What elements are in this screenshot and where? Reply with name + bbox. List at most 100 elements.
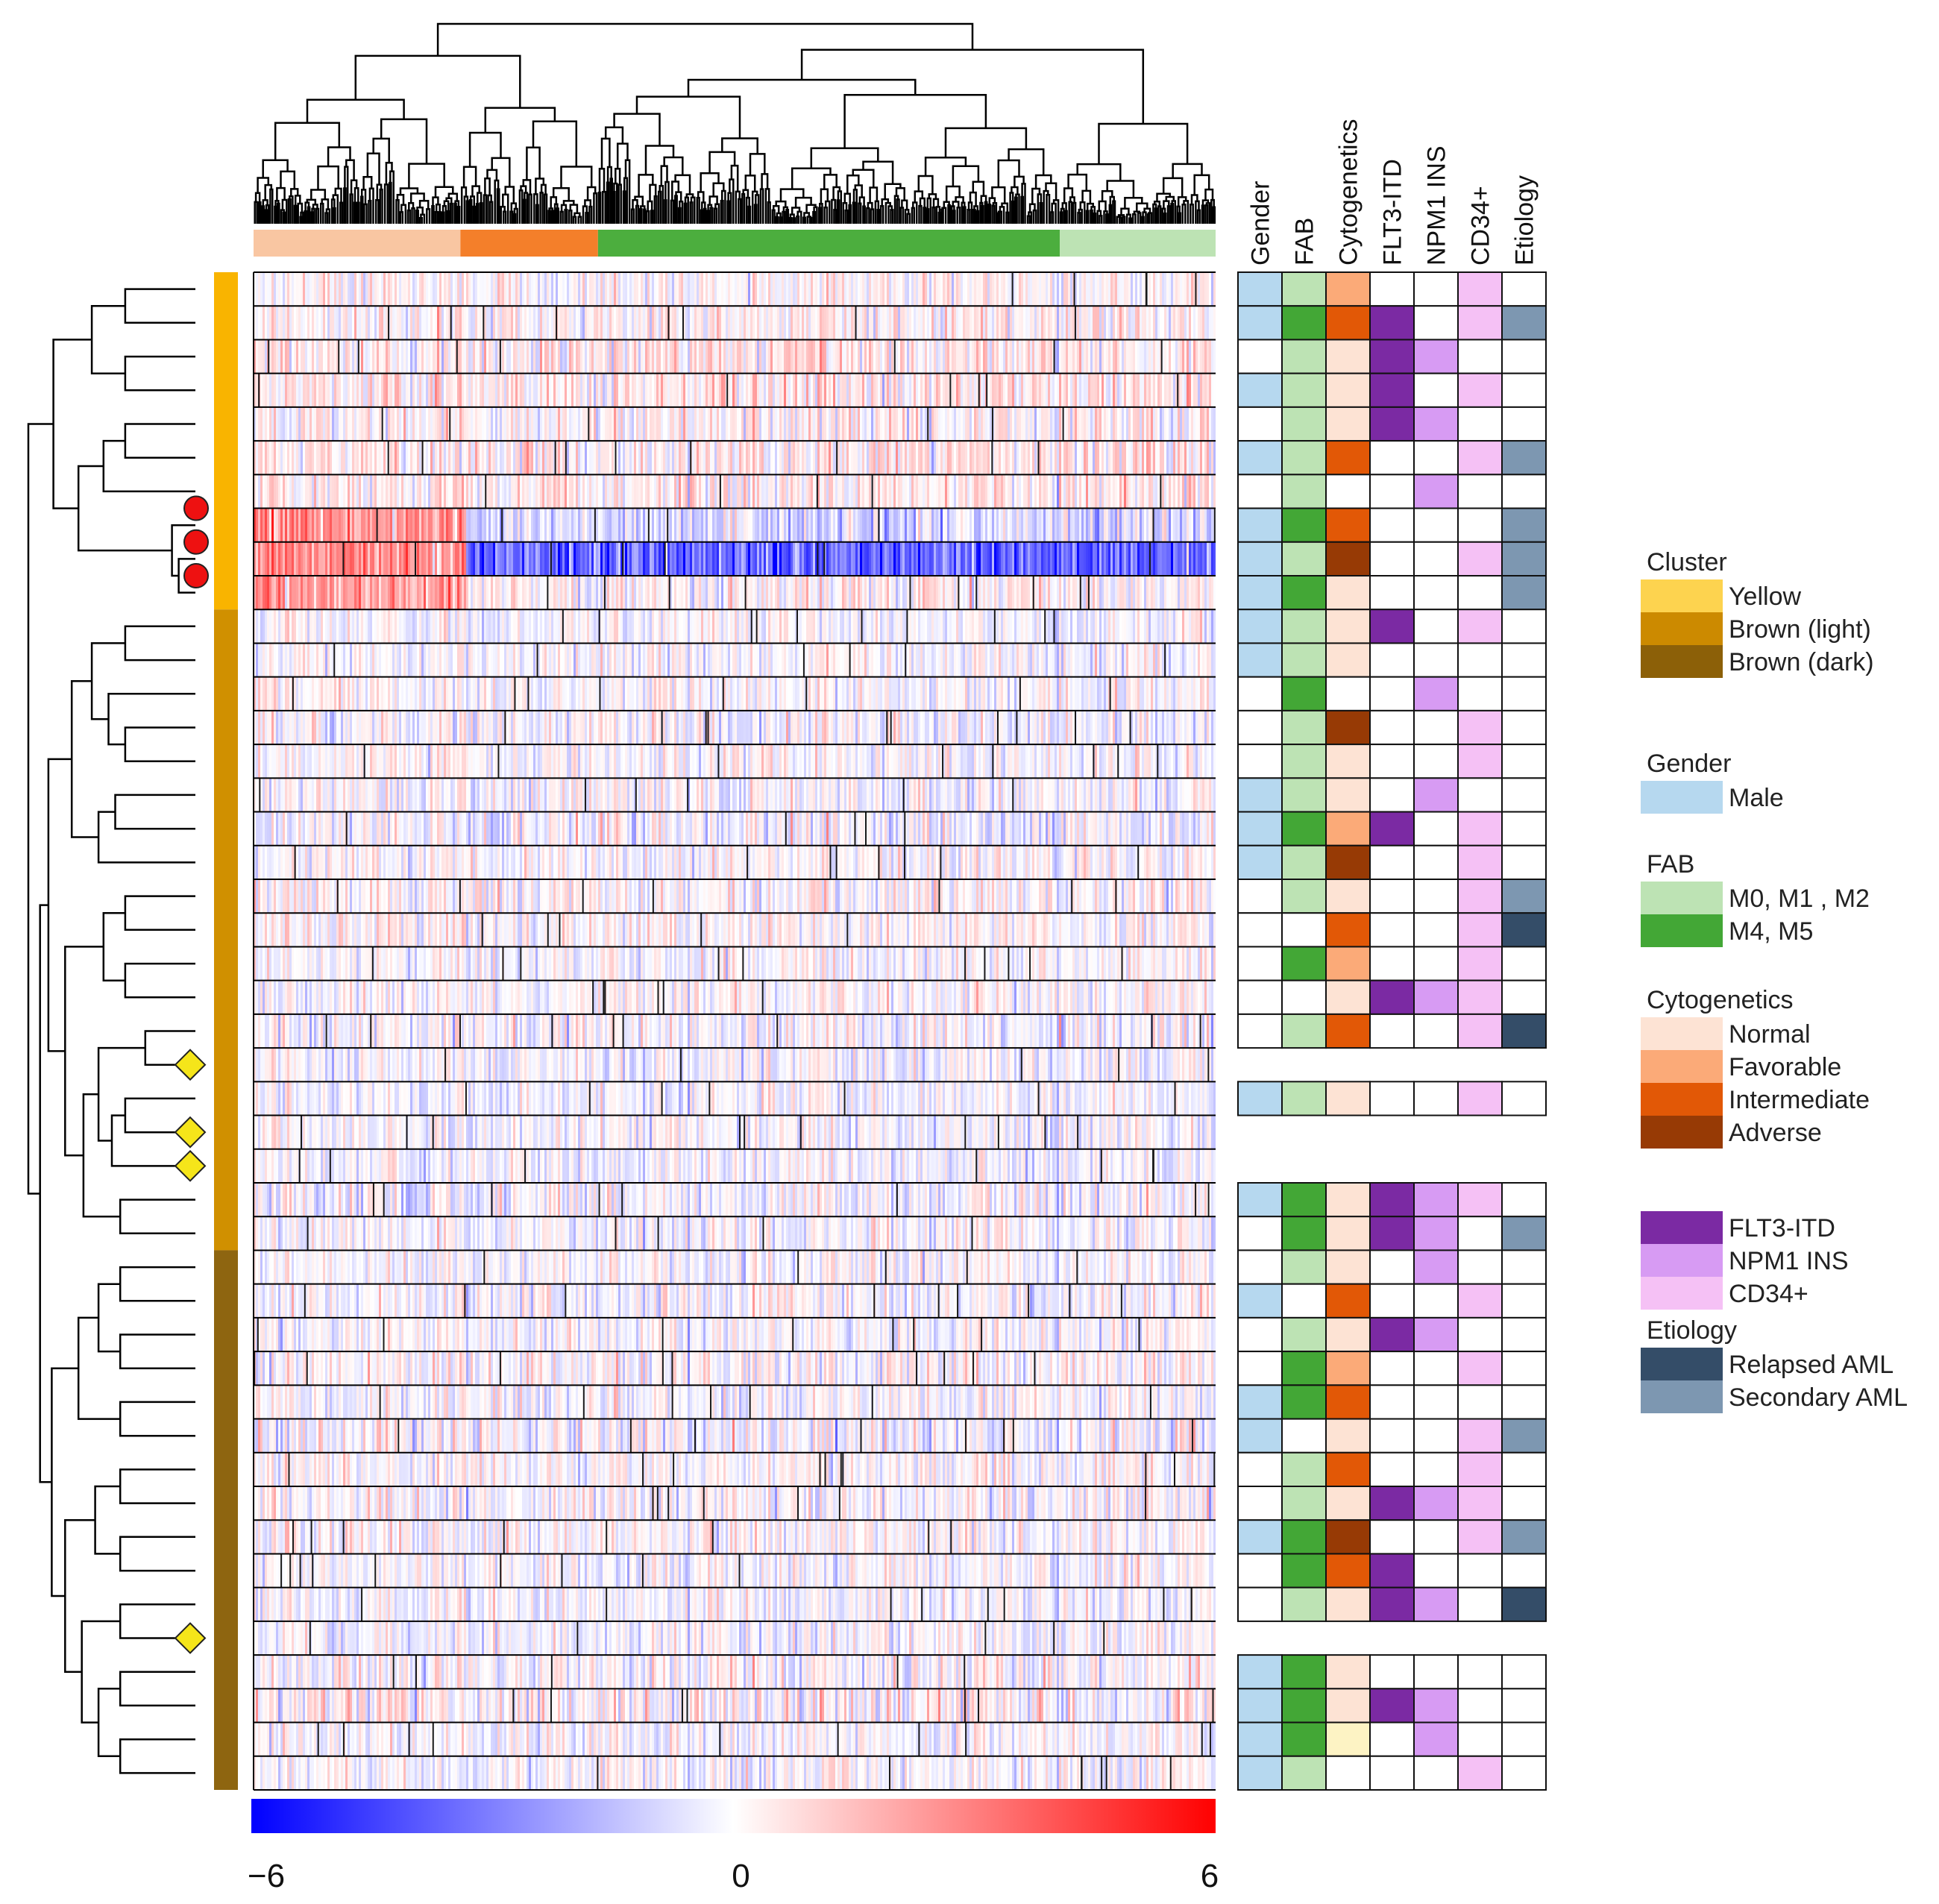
column-dendrogram-branch <box>600 137 611 169</box>
annotation-cell <box>1501 1586 1547 1622</box>
column-dendrogram-branch <box>475 203 480 224</box>
annotation-cell <box>1237 271 1283 307</box>
annotation-cell <box>1369 1486 1415 1521</box>
column-dendrogram-branch <box>436 22 974 56</box>
column-dendrogram-branch <box>257 201 262 224</box>
row-dendrogram-branch <box>119 1198 195 1235</box>
annotation-column-label: NPM1 INS <box>1423 145 1451 266</box>
row-dendrogram <box>27 288 195 1774</box>
column-dendrogram-branch <box>987 203 992 224</box>
annotation-cell <box>1457 811 1503 846</box>
annotation-cell <box>1457 1688 1503 1724</box>
annotation-cell <box>1281 1013 1327 1049</box>
annotation-cell <box>1237 1486 1283 1521</box>
column-dendrogram-branch <box>496 188 500 224</box>
red-circle-marker <box>183 563 209 588</box>
column-dendrogram-branch <box>353 187 359 203</box>
column-dendrogram-branch <box>522 198 527 224</box>
column-dendrogram-branch <box>477 192 483 204</box>
column-cluster-segment <box>597 230 1060 257</box>
annotation-cell <box>1501 946 1547 981</box>
annotation-cell <box>1457 1013 1503 1049</box>
annotation-cell <box>1281 1755 1327 1791</box>
column-dendrogram-branch <box>738 198 742 224</box>
column-dendrogram-branch <box>782 210 786 224</box>
annotation-cell <box>1413 1451 1459 1488</box>
annotation-cell <box>1369 1182 1415 1218</box>
annotation-cell <box>1237 844 1283 881</box>
column-dendrogram-branch <box>761 173 769 189</box>
column-dendrogram-branch <box>441 211 445 224</box>
column-dendrogram-branch <box>446 210 450 224</box>
annotation-cell <box>1457 1654 1503 1690</box>
annotation-cell <box>1281 1351 1327 1386</box>
annotation-cell <box>1369 271 1415 307</box>
annotation-cell <box>1501 1081 1547 1116</box>
annotation-cell <box>1369 709 1415 746</box>
annotation-cell <box>1281 1182 1327 1218</box>
annotation-cell <box>1369 1283 1415 1319</box>
column-dendrogram-branch <box>502 210 507 224</box>
annotation-cell <box>1281 1216 1327 1251</box>
column-dendrogram-branch <box>956 206 961 224</box>
annotation-cell <box>1457 541 1503 576</box>
annotation-cell <box>1501 1283 1547 1319</box>
column-dendrogram-branch <box>307 206 311 224</box>
annotation-cell <box>1457 1721 1503 1757</box>
annotation-cell <box>1369 1654 1415 1690</box>
column-dendrogram-branch <box>368 199 372 224</box>
annotation-cell <box>1501 676 1547 711</box>
column-dendrogram-branch <box>1141 216 1145 224</box>
column-dendrogram-branch <box>1099 215 1103 224</box>
legend-swatch <box>1641 1380 1723 1413</box>
legend-swatch <box>1641 781 1723 814</box>
legend-swatch <box>1641 579 1723 612</box>
annotation-cell <box>1281 811 1327 846</box>
legend-swatch <box>1641 1348 1723 1380</box>
annotation-cell <box>1501 1553 1547 1589</box>
annotation-cell <box>1369 744 1415 779</box>
row-dendrogram-branch <box>27 423 54 1195</box>
annotation-cell <box>1369 1013 1415 1049</box>
column-dendrogram-branch <box>1098 122 1189 165</box>
column-dendrogram-branch <box>431 205 435 224</box>
column-dendrogram-branch <box>1146 213 1151 224</box>
annotation-cell <box>1237 1013 1283 1049</box>
annotation-cell <box>1237 507 1283 543</box>
annotation-cell <box>1369 811 1415 846</box>
annotation-cell <box>1501 1249 1547 1285</box>
annotation-cell <box>1413 575 1459 611</box>
row-dendrogram-branch <box>70 680 99 838</box>
column-dendrogram-branch <box>1131 213 1137 224</box>
annotation-cell <box>1501 474 1547 509</box>
annotation-cell <box>1501 406 1547 442</box>
colorbar-tick-label: 0 <box>732 1858 749 1894</box>
column-dendrogram-branch <box>374 198 380 224</box>
column-dendrogram-branch <box>779 216 782 224</box>
annotation-cell <box>1325 1418 1371 1454</box>
annotation-cell <box>1281 474 1327 509</box>
annotation-cell <box>1457 709 1503 746</box>
row-cluster-bar <box>214 272 238 1790</box>
annotation-cell <box>1413 1519 1459 1555</box>
annotation-cell <box>1457 507 1503 543</box>
annotation-cell <box>1281 744 1327 779</box>
annotation-cell <box>1413 1586 1459 1622</box>
annotation-cell <box>1369 1688 1415 1724</box>
legend-swatch <box>1641 914 1723 947</box>
column-dendrogram-branch <box>456 205 461 224</box>
annotation-cell <box>1325 946 1371 981</box>
annotation-cell <box>1281 676 1327 711</box>
annotation-cell <box>1501 1451 1547 1488</box>
column-dendrogram-branch <box>324 212 329 224</box>
column-dendrogram-branch <box>276 202 280 224</box>
annotation-cell <box>1237 1081 1283 1116</box>
column-dendrogram-branch <box>843 94 987 148</box>
column-dendrogram-branch <box>823 206 829 224</box>
annotation-cell <box>1237 879 1283 914</box>
annotation-column-label: Cytogenetics <box>1335 119 1363 266</box>
column-dendrogram-branch <box>794 196 812 208</box>
annotation-cell <box>1501 1654 1547 1690</box>
column-dendrogram-branch <box>622 190 626 224</box>
column-dendrogram-branch <box>925 208 930 224</box>
